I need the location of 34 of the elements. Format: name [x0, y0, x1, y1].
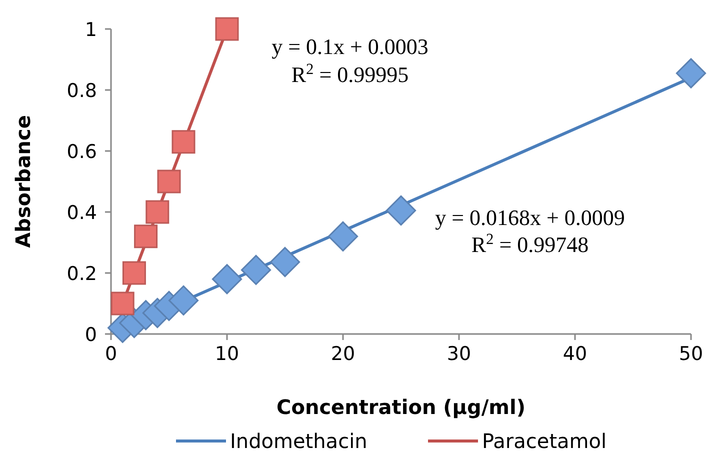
point [328, 221, 358, 252]
annotation: R$^{2}$ = 0.99748 [471, 230, 589, 257]
y-axis-title: Absorbance [11, 115, 35, 248]
y-tick-label: 0.6 [66, 141, 97, 163]
annotation: R$^{2}$ = 0.99995 [291, 60, 409, 87]
point [386, 195, 416, 226]
point [215, 17, 239, 41]
point [122, 261, 146, 285]
y-tick-label: 0.8 [66, 80, 97, 102]
x-tick-label: 30 [446, 343, 472, 365]
y-tick-label: 0 [84, 324, 97, 346]
point [110, 292, 134, 316]
x-tick-label: 40 [562, 343, 588, 365]
y-tick-label: 1 [84, 19, 97, 41]
legend-label: Paracetamol [482, 429, 607, 453]
point [146, 200, 170, 224]
x-axis-title: Concentration (µg/ml) [276, 395, 526, 419]
point [157, 170, 181, 194]
x-tick-label: 50 [678, 343, 704, 365]
point [168, 285, 199, 316]
y-tick-label: 0.4 [66, 202, 97, 224]
point [240, 254, 272, 285]
legend-label: Indomethacin [230, 429, 368, 453]
point [212, 264, 242, 294]
point [172, 130, 196, 154]
annotation: y = 0.0168x + 0.0009 [435, 205, 625, 230]
x-tick-label: 10 [214, 343, 240, 365]
point [134, 224, 158, 248]
point [270, 246, 300, 278]
y-tick-label: 0.2 [66, 263, 97, 285]
x-tick-label: 20 [330, 343, 356, 365]
x-tick-label: 0 [104, 343, 118, 365]
annotation: y = 0.1x + 0.0003 [272, 34, 428, 59]
point [676, 58, 706, 88]
